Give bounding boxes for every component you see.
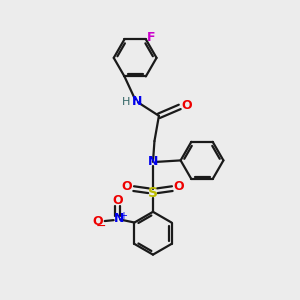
Text: S: S <box>148 186 158 200</box>
Text: O: O <box>181 99 192 112</box>
Text: F: F <box>147 31 155 44</box>
Text: H: H <box>122 97 130 107</box>
Text: N: N <box>131 95 142 108</box>
Text: O: O <box>173 180 184 193</box>
Text: −: − <box>96 220 106 233</box>
Text: O: O <box>112 194 122 207</box>
Text: O: O <box>122 180 132 193</box>
Text: +: + <box>119 211 127 221</box>
Text: N: N <box>113 212 124 226</box>
Text: N: N <box>148 155 158 168</box>
Text: O: O <box>93 214 104 227</box>
